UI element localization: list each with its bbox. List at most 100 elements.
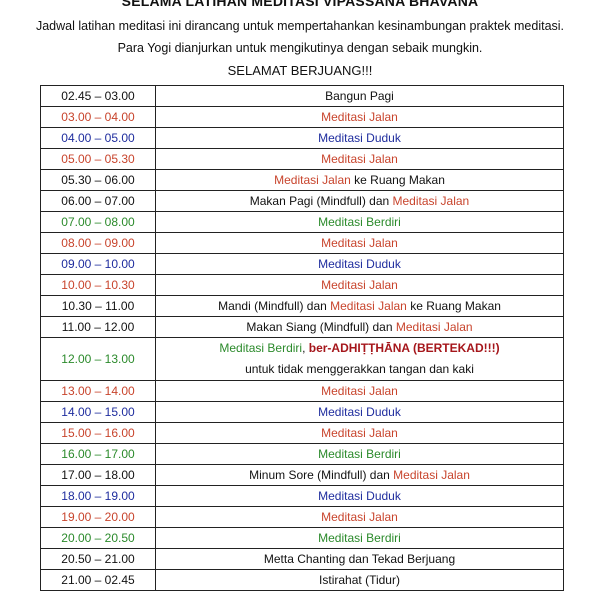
activity-text: Meditasi Jalan xyxy=(321,278,398,292)
intro-text-2: Para Yogi dianjurkan untuk mengikutinya … xyxy=(117,41,483,55)
activity-text: Mandi (Mindfull) dan xyxy=(218,299,331,313)
time-cell: 03.00 – 04.00 xyxy=(40,106,156,128)
activity-text: Meditasi Jalan xyxy=(274,173,351,187)
schedule-row: 21.00 – 02.45 Istirahat (Tidur) xyxy=(40,569,564,591)
schedule-row: 13.00 – 14.00 Meditasi Jalan xyxy=(40,380,564,402)
schedule-row: 17.00 – 18.00 Minum Sore (Mindfull) dan M… xyxy=(40,464,564,486)
activity-cell: Meditasi Jalan xyxy=(155,380,564,402)
time-cell: 15.00 – 16.00 xyxy=(40,422,156,444)
activity-line: untuk tidak menggerakkan tangan dan kaki xyxy=(156,359,563,380)
time-cell: 08.00 – 09.00 xyxy=(40,232,156,254)
activity-cell: Meditasi Jalan xyxy=(155,106,564,128)
schedule-row: 20.50 – 21.00 Metta Chanting dan Tekad Be… xyxy=(40,548,564,570)
activity-cell: Bangun Pagi xyxy=(155,85,564,107)
activity-line: Meditasi Jalan xyxy=(321,426,398,440)
activity-text: Istirahat (Tidur) xyxy=(319,573,400,587)
activity-text: Meditasi Duduk xyxy=(318,489,401,503)
time-cell: 09.00 – 10.00 xyxy=(40,253,156,275)
activity-line: Meditasi Duduk xyxy=(318,405,401,419)
activity-text: ke Ruang Makan xyxy=(406,299,501,313)
activity-text: Metta Chanting dan Tekad Berjuang xyxy=(263,552,456,566)
schedule-row: 05.30 – 06.00 Meditasi Jalan ke Ruang Mak… xyxy=(40,169,564,191)
activity-text: , xyxy=(302,341,309,355)
activity-text: Meditasi Berdiri xyxy=(318,215,401,229)
activity-line: Mandi (Mindfull) dan Meditasi Jalan ke R… xyxy=(218,299,501,313)
schedule-row: 10.30 – 11.00 Mandi (Mindfull) dan Medita… xyxy=(40,295,564,317)
activity-cell: Mandi (Mindfull) dan Meditasi Jalan ke R… xyxy=(155,295,564,317)
activity-cell: Meditasi Berdiri, ber-ADHIṬṬHĀNA (BERTEK… xyxy=(155,337,564,381)
activity-text: Meditasi Berdiri xyxy=(219,341,303,355)
time-cell: 19.00 – 20.00 xyxy=(40,506,156,528)
time-cell: 05.00 – 05.30 xyxy=(40,148,156,170)
time-cell: 10.00 – 10.30 xyxy=(40,274,156,296)
activity-line: Meditasi Jalan xyxy=(321,110,398,124)
activity-text: Makan Siang (Mindfull) dan xyxy=(246,320,396,334)
intro-text: Jadwal latihan meditasi ini dirancang un… xyxy=(35,19,565,33)
schedule-row: 07.00 – 08.00 Meditasi Berdiri xyxy=(40,211,564,233)
activity-cell: Meditasi Jalan xyxy=(155,274,564,296)
activity-cell: Meditasi Berdiri xyxy=(155,443,564,465)
activity-cell: Istirahat (Tidur) xyxy=(155,569,564,591)
activity-cell: Meditasi Duduk xyxy=(155,401,564,423)
activity-line: Bangun Pagi xyxy=(325,89,394,103)
schedule-row: 15.00 – 16.00 Meditasi Jalan xyxy=(40,422,564,444)
time-cell: 10.30 – 11.00 xyxy=(40,295,156,317)
time-cell: 05.30 – 06.00 xyxy=(40,169,156,191)
activity-text: Meditasi Berdiri xyxy=(318,531,401,545)
time-cell: 14.00 – 15.00 xyxy=(40,401,156,423)
activity-text: Minum Sore (Mindfull) dan xyxy=(249,468,394,482)
activity-text: Meditasi Jalan xyxy=(392,194,470,208)
activity-line: Meditasi Jalan xyxy=(321,152,398,166)
time-cell: 13.00 – 14.00 xyxy=(40,380,156,402)
schedule-row: 12.00 – 13.00 Meditasi Berdiri, ber-ADHIṬ… xyxy=(40,337,564,381)
time-cell: 07.00 – 08.00 xyxy=(40,211,156,233)
activity-text: Meditasi Jalan xyxy=(321,426,398,440)
time-cell: 20.50 – 21.00 xyxy=(40,548,156,570)
activity-cell: Minum Sore (Mindfull) dan Meditasi Jalan xyxy=(155,464,564,486)
activity-text: Meditasi Jalan xyxy=(321,110,398,124)
activity-cell: Makan Siang (Mindfull) dan Meditasi Jala… xyxy=(155,316,564,338)
time-cell: 04.00 – 05.00 xyxy=(40,127,156,149)
activity-cell: Meditasi Berdiri xyxy=(155,527,564,549)
time-cell: 18.00 – 19.00 xyxy=(40,485,156,507)
activity-line: Meditasi Duduk xyxy=(318,257,401,271)
schedule-row: 11.00 – 12.00 Makan Siang (Mindfull) dan … xyxy=(40,316,564,338)
schedule-row: 20.00 – 20.50 Meditasi Berdiri xyxy=(40,527,564,549)
activity-text: Meditasi Jalan xyxy=(393,468,470,482)
schedule-row: 18.00 – 19.00 Meditasi Duduk xyxy=(40,485,564,507)
schedule-row: 05.00 – 05.30 Meditasi Jalan xyxy=(40,148,564,170)
activity-line: Meditasi Jalan xyxy=(321,384,398,398)
activity-line: Meditasi Jalan ke Ruang Makan xyxy=(274,173,445,187)
activity-line: Makan Pagi (Mindfull) dan Meditasi Jalan xyxy=(250,194,469,208)
activity-text: Meditasi Berdiri xyxy=(318,447,401,461)
activity-cell: Meditasi Berdiri xyxy=(155,211,564,233)
activity-line: Meditasi Berdiri xyxy=(318,447,401,461)
schedule-row: 03.00 – 04.00 Meditasi Jalan xyxy=(40,106,564,128)
document-title: SELAMA LATIHAN MEDITASI VIPASSANA BHAVAN… xyxy=(121,0,479,9)
activity-cell: Meditasi Jalan xyxy=(155,422,564,444)
time-cell: 06.00 – 07.00 xyxy=(40,190,156,212)
activity-line: Makan Siang (Mindfull) dan Meditasi Jala… xyxy=(246,320,472,334)
schedule-row: 19.00 – 20.00 Meditasi Jalan xyxy=(40,506,564,528)
activity-line: Istirahat (Tidur) xyxy=(319,573,400,587)
activity-cell: Meditasi Jalan xyxy=(155,232,564,254)
schedule-row: 16.00 – 17.00 Meditasi Berdiri xyxy=(40,443,564,465)
time-cell: 02.45 – 03.00 xyxy=(40,85,156,107)
activity-cell: Meditasi Jalan xyxy=(155,148,564,170)
schedule-row: 09.00 – 10.00 Meditasi Duduk xyxy=(40,253,564,275)
schedule-row: 08.00 – 09.00 Meditasi Jalan xyxy=(40,232,564,254)
activity-line: Meditasi Duduk xyxy=(318,489,401,503)
time-cell: 20.00 – 20.50 xyxy=(40,527,156,549)
activity-cell: Meditasi Duduk xyxy=(155,127,564,149)
schedule-row: 02.45 – 03.00 Bangun Pagi xyxy=(40,85,564,107)
activity-text: Meditasi Jalan xyxy=(321,510,398,524)
activity-text: Meditasi Jalan xyxy=(321,152,398,166)
activity-line: Meditasi Jalan xyxy=(321,236,398,250)
activity-line: Metta Chanting dan Tekad Berjuang xyxy=(264,552,455,566)
activity-text: Meditasi Duduk xyxy=(318,405,401,419)
activity-line: Meditasi Jalan xyxy=(321,510,398,524)
time-cell: 16.00 – 17.00 xyxy=(40,443,156,465)
activity-text: Bangun Pagi xyxy=(325,89,394,103)
activity-line: Meditasi Berdiri, ber-ADHIṬṬHĀNA (BERTEK… xyxy=(156,338,563,359)
time-cell: 12.00 – 13.00 xyxy=(40,337,156,381)
